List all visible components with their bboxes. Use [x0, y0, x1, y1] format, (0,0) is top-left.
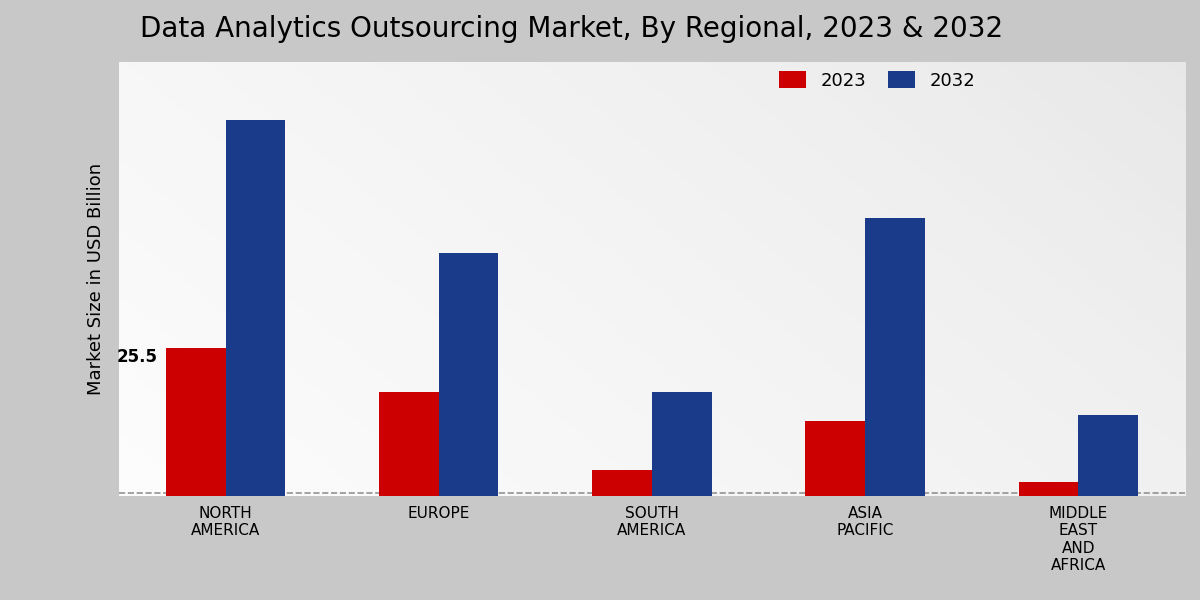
Bar: [379, 392, 439, 496]
Text: Data Analytics Outsourcing Market, By Regional, 2023 & 2032: Data Analytics Outsourcing Market, By Re…: [140, 15, 1003, 43]
Y-axis label: Market Size in USD Billion: Market Size in USD Billion: [86, 163, 106, 395]
Bar: [865, 218, 925, 496]
Bar: [652, 392, 712, 496]
Bar: [1079, 415, 1138, 496]
Bar: [593, 470, 652, 496]
Bar: [805, 421, 865, 496]
Legend: 2023, 2032: 2023, 2032: [769, 62, 984, 98]
Bar: [166, 349, 226, 496]
Text: 25.5: 25.5: [116, 348, 157, 366]
Bar: [1019, 482, 1079, 496]
Bar: [226, 120, 286, 496]
Bar: [439, 253, 498, 496]
